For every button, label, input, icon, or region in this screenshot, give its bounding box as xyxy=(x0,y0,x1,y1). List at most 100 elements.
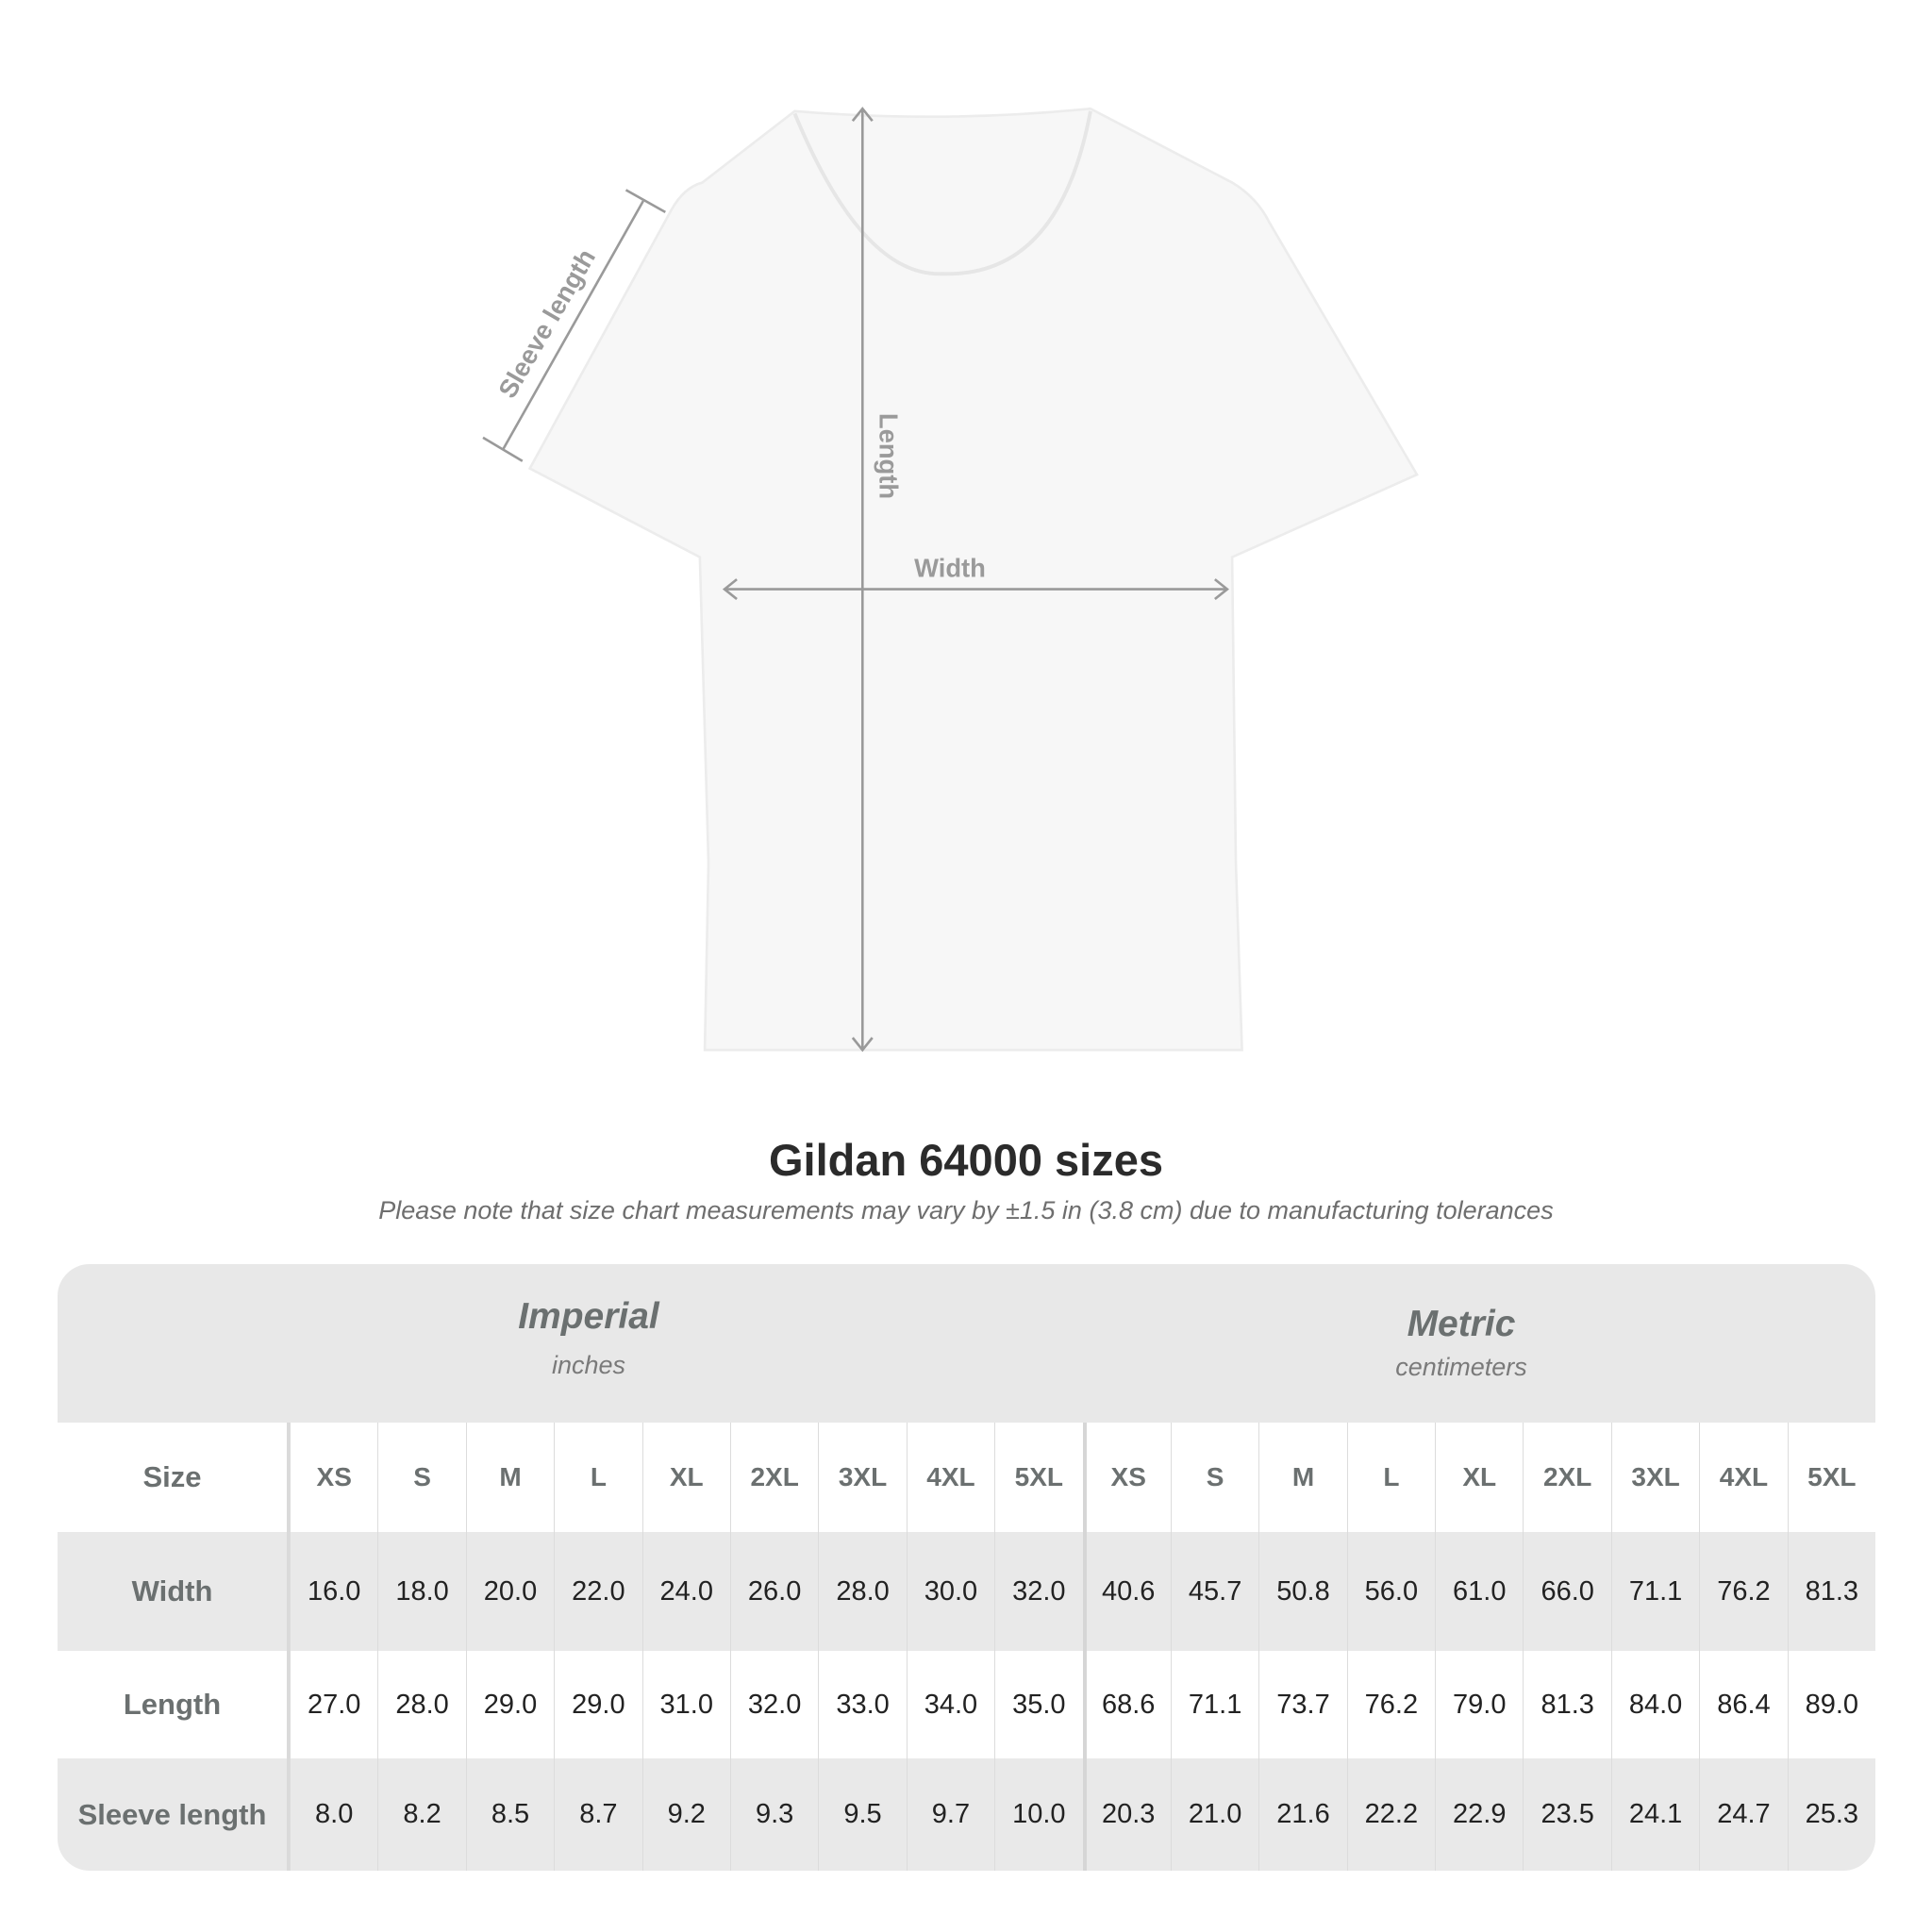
tshirt-diagram: Length Width Sleeve length xyxy=(482,107,1419,1053)
metric-value-cell: 21.6 xyxy=(1258,1758,1346,1871)
metric-value-cell: 81.3 xyxy=(1523,1651,1610,1758)
arrowhead xyxy=(851,107,874,123)
metric-value-cell: 56.0 xyxy=(1346,1532,1435,1651)
imperial-value-cell: 33.0 xyxy=(818,1651,906,1758)
tick xyxy=(482,436,524,462)
metric-value-cell: 71.1 xyxy=(1170,1651,1258,1758)
metric-value-cell: 61.0 xyxy=(1435,1532,1523,1651)
imperial-size-header: L xyxy=(554,1423,641,1532)
imperial-value-cell: 34.0 xyxy=(906,1651,994,1758)
sleeve-measure-line xyxy=(501,200,644,451)
metric-size-header: XL xyxy=(1435,1423,1523,1532)
unit-header-band: Imperial inches Metric centimeters xyxy=(58,1264,1875,1423)
tshirt-shape xyxy=(527,107,1419,1052)
imperial-value-cell: 8.7 xyxy=(554,1758,641,1871)
metric-size-header: 2XL xyxy=(1523,1423,1610,1532)
imperial-size-header: 2XL xyxy=(729,1423,818,1532)
metric-value-cell: 50.8 xyxy=(1258,1532,1346,1651)
length-label: Length xyxy=(874,413,904,499)
metric-value-cell: 21.0 xyxy=(1170,1758,1258,1871)
metric-size-header: 4XL xyxy=(1699,1423,1787,1532)
imperial-value-cell: 31.0 xyxy=(641,1651,730,1758)
imperial-value-cell: 10.0 xyxy=(994,1758,1082,1871)
metric-value-cell: 81.3 xyxy=(1787,1532,1875,1651)
arrowhead xyxy=(851,1037,874,1053)
metric-value-cell: 23.5 xyxy=(1523,1758,1610,1871)
metric-value-cell: 24.7 xyxy=(1699,1758,1787,1871)
imperial-header: Imperial inches xyxy=(306,1296,872,1380)
size-header-row: Size XS S M L XL 2XL 3XL 4XL 5XL XS S M L XL 2XL 3XL 4XL 5… xyxy=(58,1423,1875,1532)
metric-size-header: 5XL xyxy=(1787,1423,1875,1532)
size-table: Imperial inches Metric centimeters Size X… xyxy=(58,1264,1875,1871)
imperial-size-header: 5XL xyxy=(994,1423,1082,1532)
imperial-value-cell: 30.0 xyxy=(906,1532,994,1651)
imperial-value-cell: 27.0 xyxy=(290,1651,377,1758)
metric-value-cell: 84.0 xyxy=(1610,1651,1699,1758)
collar xyxy=(792,110,1092,276)
row-label: Width xyxy=(58,1532,290,1651)
imperial-size-header: S xyxy=(377,1423,465,1532)
imperial-value-cell: 9.3 xyxy=(729,1758,818,1871)
imperial-value-cell: 16.0 xyxy=(290,1532,377,1651)
metric-value-cell: 22.2 xyxy=(1346,1758,1435,1871)
metric-value-cell: 25.3 xyxy=(1787,1758,1875,1871)
metric-value-cell: 24.1 xyxy=(1610,1758,1699,1871)
metric-value-cell: 86.4 xyxy=(1699,1651,1787,1758)
imperial-value-cell: 22.0 xyxy=(554,1532,641,1651)
imperial-value-cell: 9.7 xyxy=(906,1758,994,1871)
imperial-value-cell: 8.2 xyxy=(377,1758,465,1871)
metric-value-cell: 73.7 xyxy=(1258,1651,1346,1758)
imperial-size-header: M xyxy=(465,1423,554,1532)
table-row: Sleeve length 8.0 8.2 8.5 8.7 9.2 9.3 9.5 9.7 10.… xyxy=(58,1758,1875,1871)
arrowhead xyxy=(722,578,738,601)
metric-title: Metric xyxy=(1407,1304,1516,1344)
imperial-value-cell: 35.0 xyxy=(994,1651,1082,1758)
imperial-value-cell: 29.0 xyxy=(554,1651,641,1758)
metric-value-cell: 40.6 xyxy=(1082,1532,1171,1651)
metric-header: Metric centimeters xyxy=(1178,1296,1744,1382)
metric-value-cell: 71.1 xyxy=(1610,1532,1699,1651)
metric-size-header: L xyxy=(1346,1423,1435,1532)
imperial-title: Imperial xyxy=(518,1296,659,1337)
imperial-value-cell: 32.0 xyxy=(729,1651,818,1758)
metric-size-header: M xyxy=(1258,1423,1346,1532)
imperial-value-cell: 24.0 xyxy=(641,1532,730,1651)
imperial-value-cell: 8.5 xyxy=(465,1758,554,1871)
imperial-size-header: XS xyxy=(290,1423,377,1532)
row-label: Length xyxy=(58,1651,290,1758)
table-row: Length 27.0 28.0 29.0 29.0 31.0 32.0 33.0 34.0 35… xyxy=(58,1651,1875,1758)
row-label: Sleeve length xyxy=(58,1758,290,1871)
imperial-value-cell: 18.0 xyxy=(377,1532,465,1651)
imperial-value-cell: 28.0 xyxy=(377,1651,465,1758)
imperial-value-cell: 9.5 xyxy=(818,1758,906,1871)
imperial-value-cell: 28.0 xyxy=(818,1532,906,1651)
page-title: Gildan 64000 sizes xyxy=(768,1135,1164,1185)
size-label: Size xyxy=(58,1423,290,1532)
arrowhead xyxy=(1214,578,1229,601)
metric-size-header: S xyxy=(1170,1423,1258,1532)
tick xyxy=(625,189,666,214)
imperial-value-cell: 9.2 xyxy=(641,1758,730,1871)
imperial-value-cell: 26.0 xyxy=(729,1532,818,1651)
imperial-value-cell: 20.0 xyxy=(465,1532,554,1651)
imperial-size-header: XL xyxy=(641,1423,730,1532)
tolerance-note: Please note that size chart measurements… xyxy=(378,1196,1554,1224)
imperial-value-cell: 29.0 xyxy=(465,1651,554,1758)
width-label: Width xyxy=(914,554,986,583)
table-row: Width 16.0 18.0 20.0 22.0 24.0 26.0 28.0 30.0 32.… xyxy=(58,1532,1875,1651)
metric-size-header: XS xyxy=(1082,1423,1171,1532)
metric-value-cell: 89.0 xyxy=(1787,1651,1875,1758)
metric-value-cell: 76.2 xyxy=(1346,1651,1435,1758)
metric-value-cell: 22.9 xyxy=(1435,1758,1523,1871)
metric-value-cell: 76.2 xyxy=(1699,1532,1787,1651)
metric-unit: centimeters xyxy=(1395,1353,1527,1381)
metric-value-cell: 66.0 xyxy=(1523,1532,1610,1651)
metric-value-cell: 20.3 xyxy=(1082,1758,1171,1871)
metric-value-cell: 45.7 xyxy=(1170,1532,1258,1651)
metric-value-cell: 68.6 xyxy=(1082,1651,1171,1758)
imperial-size-header: 3XL xyxy=(818,1423,906,1532)
metric-size-header: 3XL xyxy=(1610,1423,1699,1532)
imperial-value-cell: 8.0 xyxy=(290,1758,377,1871)
metric-value-cell: 79.0 xyxy=(1435,1651,1523,1758)
imperial-value-cell: 32.0 xyxy=(994,1532,1082,1651)
